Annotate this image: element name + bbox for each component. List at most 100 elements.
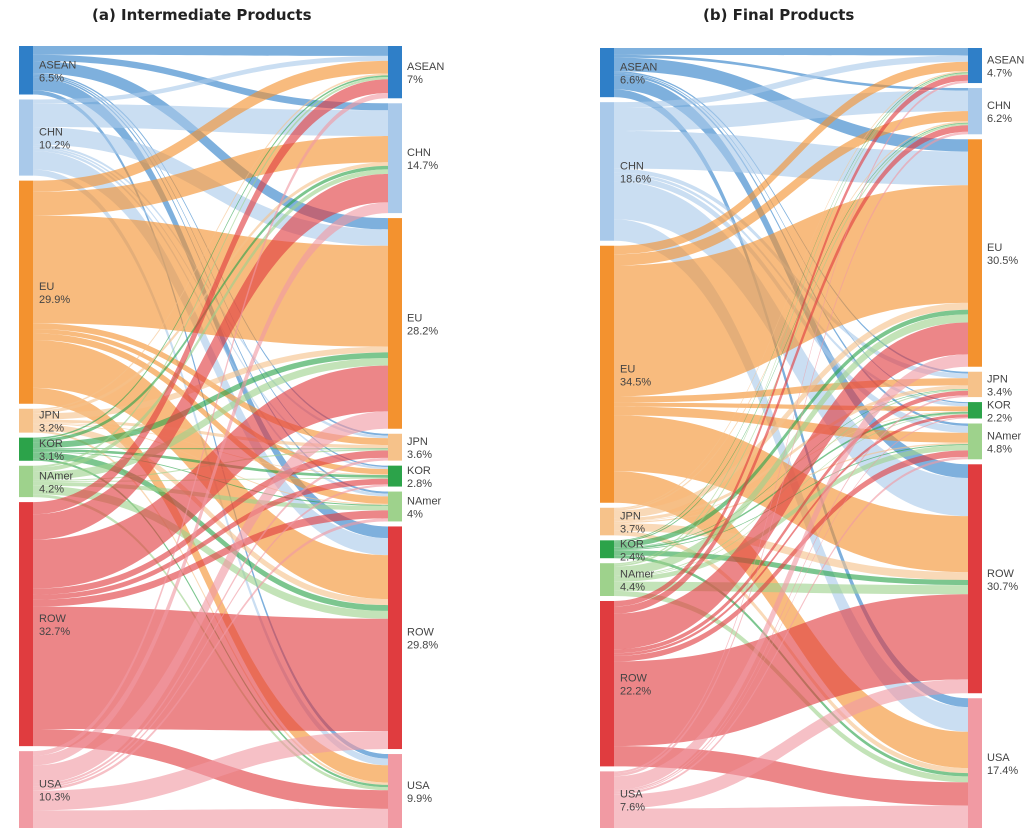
- target-share-asean: 4.7%: [987, 68, 1012, 80]
- flow-asean-to-eu: [33, 61, 388, 230]
- source-label-row: ROW: [39, 613, 67, 625]
- source-label-kor: KOR: [620, 538, 644, 550]
- flow-jpn-to-chn: [33, 162, 388, 414]
- source-share-namer: 4.2%: [39, 483, 64, 495]
- flow-asean-to-asean: [33, 46, 388, 56]
- source-share-asean: 6.6%: [620, 75, 645, 87]
- source-node-chn: [19, 99, 33, 176]
- source-share-usa: 10.3%: [39, 792, 70, 804]
- source-node-chn: [600, 102, 614, 241]
- flow-jpn-to-usa: [33, 430, 388, 785]
- flow-asean-to-chn: [33, 54, 388, 111]
- panel-b-title: (b) Final Products: [703, 6, 855, 24]
- source-label-chn: CHN: [620, 160, 644, 172]
- target-label-asean: ASEAN: [407, 61, 444, 73]
- flow-row-to-kor: [33, 478, 388, 600]
- target-label-jpn: JPN: [407, 436, 428, 448]
- flow-namer-to-eu: [33, 358, 388, 481]
- target-node-jpn: [968, 371, 982, 398]
- flow-usa-to-chn: [614, 131, 968, 777]
- flow-jpn-to-asean: [614, 71, 968, 509]
- source-node-asean: [600, 48, 614, 98]
- source-share-kor: 2.4%: [620, 551, 645, 563]
- source-share-row: 32.7%: [39, 626, 70, 638]
- flow-row-to-eu: [614, 322, 968, 650]
- target-label-eu: EU: [987, 242, 1002, 254]
- target-share-namer: 4.8%: [987, 443, 1012, 455]
- target-share-usa: 17.4%: [987, 765, 1018, 777]
- target-share-kor: 2.8%: [407, 478, 432, 490]
- target-node-row: [968, 464, 982, 694]
- source-label-jpn: JPN: [39, 410, 60, 422]
- flow-kor-to-asean: [33, 75, 388, 440]
- flow-eu-to-asean: [614, 61, 968, 255]
- flow-asean-to-chn: [614, 54, 968, 91]
- target-node-namer: [388, 491, 402, 522]
- flow-jpn-to-kor: [614, 411, 968, 522]
- source-node-namer: [600, 563, 614, 596]
- flow-usa-to-eu: [33, 411, 388, 784]
- flow-jpn-to-chn: [614, 121, 968, 511]
- source-node-usa: [19, 751, 33, 828]
- source-share-asean: 6.5%: [39, 72, 64, 84]
- flow-usa-to-row: [614, 679, 968, 809]
- flow-usa-to-kor: [33, 484, 388, 789]
- target-label-eu: EU: [407, 312, 422, 324]
- source-share-jpn: 3.7%: [620, 524, 645, 536]
- panel-a-sankey: ASEAN6.5%CHN10.2%EU29.9%JPN3.2%KOR3.1%NA…: [19, 46, 444, 828]
- flow-namer-to-row: [33, 485, 388, 619]
- flow-chn-to-chn: [614, 90, 968, 131]
- source-share-namer: 4.4%: [620, 582, 645, 594]
- target-label-asean: ASEAN: [987, 55, 1024, 67]
- flow-row-to-asean: [614, 74, 968, 607]
- flow-usa-to-asean: [614, 80, 968, 774]
- flow-namer-to-asean: [614, 73, 968, 565]
- target-share-jpn: 3.6%: [407, 449, 432, 461]
- flow-kor-to-chn: [33, 165, 388, 443]
- source-label-row: ROW: [620, 673, 648, 685]
- source-node-kor: [600, 540, 614, 559]
- flow-eu-to-usa: [614, 471, 968, 769]
- flow-asean-to-usa: [614, 89, 968, 708]
- panel-b-sankey: ASEAN6.6%CHN18.6%EU34.5%JPN3.7%KOR2.4%NA…: [600, 48, 1024, 828]
- source-label-asean: ASEAN: [39, 59, 76, 71]
- flow-row-to-chn: [614, 125, 968, 614]
- flow-eu-to-asean: [33, 60, 388, 192]
- target-label-chn: CHN: [987, 100, 1011, 112]
- source-label-asean: ASEAN: [620, 62, 657, 74]
- target-label-row: ROW: [407, 627, 435, 639]
- source-share-row: 22.2%: [620, 686, 651, 698]
- flow-jpn-to-row: [33, 423, 388, 606]
- flow-eu-to-chn: [33, 136, 388, 216]
- target-label-namer: NAmer: [407, 496, 442, 508]
- source-label-namer: NAmer: [39, 470, 74, 482]
- flow-row-to-row: [33, 606, 388, 732]
- source-node-asean: [19, 46, 33, 95]
- source-label-namer: NAmer: [620, 569, 655, 581]
- target-label-jpn: JPN: [987, 373, 1008, 385]
- flow-row-to-asean: [33, 79, 388, 515]
- target-node-chn: [968, 88, 982, 135]
- flow-usa-to-usa: [33, 808, 388, 828]
- flow-eu-to-namer: [614, 406, 968, 443]
- source-node-kor: [19, 437, 33, 461]
- flow-usa-to-namer: [614, 456, 968, 795]
- source-share-chn: 18.6%: [620, 173, 651, 185]
- target-node-chn: [388, 103, 402, 214]
- flow-row-to-namer: [614, 450, 968, 662]
- flow-namer-to-chn: [614, 123, 968, 567]
- target-node-usa: [968, 698, 982, 828]
- source-share-eu: 29.9%: [39, 294, 70, 306]
- flow-jpn-to-eu: [614, 302, 968, 519]
- source-label-chn: CHN: [39, 127, 63, 139]
- source-label-kor: KOR: [39, 438, 63, 450]
- flow-kor-to-eu: [614, 309, 968, 548]
- source-label-usa: USA: [39, 779, 62, 791]
- source-node-jpn: [600, 507, 614, 536]
- flow-row-to-chn: [33, 174, 388, 540]
- flow-eu-to-usa: [33, 387, 388, 783]
- flow-row-to-jpn: [614, 390, 968, 654]
- target-label-usa: USA: [987, 752, 1010, 764]
- flow-jpn-to-jpn: [33, 419, 388, 449]
- flow-usa-to-row: [33, 731, 388, 811]
